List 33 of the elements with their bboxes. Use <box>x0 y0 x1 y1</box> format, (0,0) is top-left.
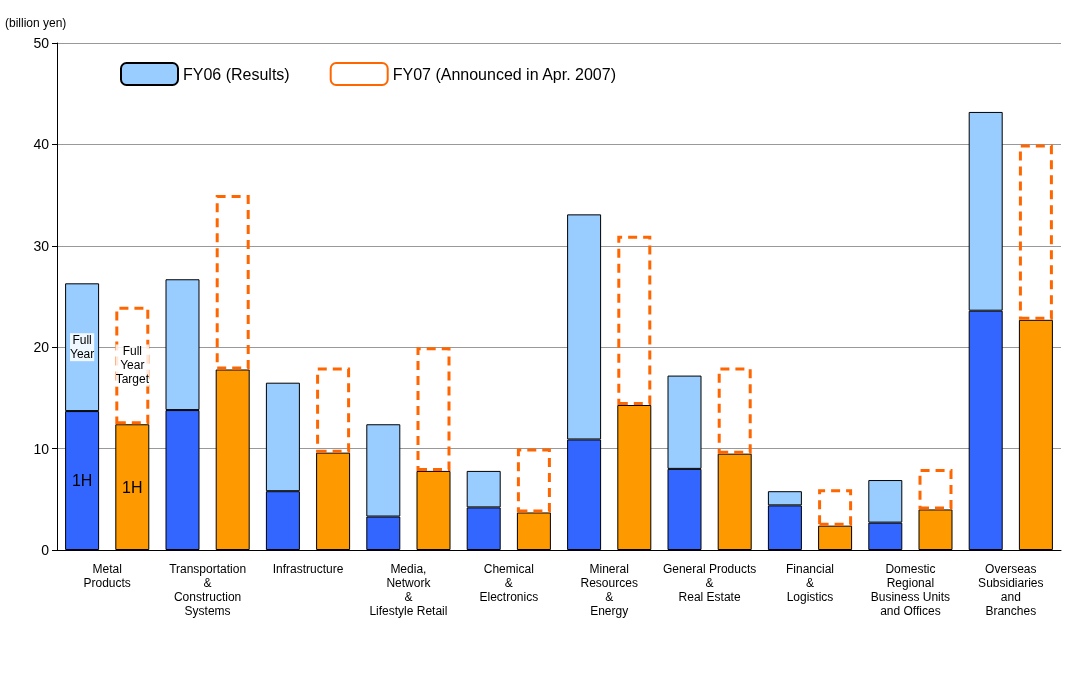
x-tick-label: Overseas Subsidiaries and Branches <box>978 562 1044 618</box>
x-tick-label: Domestic Regional Business Units and Offices <box>870 562 951 618</box>
annotation: 1H <box>122 478 143 496</box>
bar <box>316 367 351 453</box>
x-tick-label: Media, Network & Lifestyle Retail <box>369 562 448 618</box>
x-tick-label: Metal Products <box>83 562 131 590</box>
legend-label: FY07 (Announced in Apr. 2007) <box>392 65 616 83</box>
x-tick-label: Mineral Resources & Energy <box>580 562 638 618</box>
x-tick-label: General Products & Real Estate <box>662 562 757 604</box>
bar <box>416 347 451 471</box>
y-tick-label: 30 <box>33 237 50 254</box>
y-tick-label: 10 <box>33 440 50 457</box>
x-tick-label: Chemical & Electronics <box>479 562 539 604</box>
bar <box>516 448 551 513</box>
legend-label: FY06 (Results) <box>183 65 290 83</box>
bar <box>617 235 652 405</box>
bar <box>215 195 250 370</box>
bar <box>1018 144 1053 320</box>
x-tick-label: Transportation & Construction Systems <box>169 562 247 618</box>
y-tick-label: 20 <box>33 339 50 356</box>
annotation: Full Year Target <box>115 344 150 387</box>
y-tick-label: 40 <box>33 136 50 153</box>
bar <box>115 306 150 425</box>
y-tick-label: 0 <box>41 542 50 558</box>
bar <box>818 489 853 526</box>
y-tick-label: 50 <box>33 35 50 51</box>
bar <box>717 367 752 454</box>
annotation: 1H <box>71 472 93 490</box>
annotation: Full Year <box>69 333 95 362</box>
x-tick-label: Infrastructure <box>272 562 344 576</box>
bar <box>918 468 953 510</box>
y-axis-title: (billion yen) <box>5 16 67 30</box>
x-tick-label: Financial & Logistics <box>785 562 835 604</box>
